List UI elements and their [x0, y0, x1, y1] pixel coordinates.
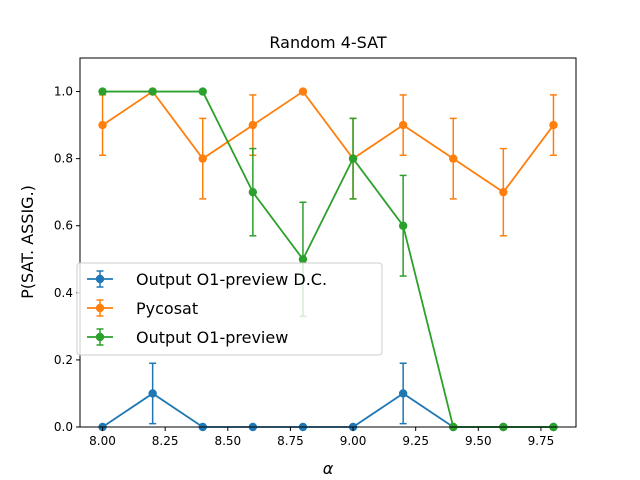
legend-entry-2: Pycosat: [87, 299, 198, 318]
data-point: [398, 221, 408, 230]
data-point: [549, 120, 558, 130]
x-tick-label: 9.00: [340, 434, 367, 448]
x-axis-label: α: [323, 459, 334, 478]
plot-area-frame: [79, 57, 577, 428]
legend-entry-3: Output O1-preview: [87, 328, 288, 347]
data-point: [398, 389, 408, 398]
data-point: [248, 187, 258, 197]
y-tick-label: 0.0: [54, 420, 73, 434]
data-point: [348, 154, 358, 163]
chart-title: Random 4-SAT: [269, 33, 386, 52]
y-tick-label: 1.0: [54, 85, 73, 99]
x-tick-label: 8.00: [89, 434, 116, 448]
x-tick-label: 9.25: [402, 434, 429, 448]
data-point: [198, 87, 207, 96]
legend-label: Output O1-preview D.C.: [136, 270, 327, 289]
data-point: [148, 87, 157, 96]
legend-marker: [95, 303, 105, 313]
x-tick-label: 9.75: [528, 434, 555, 448]
data-point: [298, 87, 308, 96]
data-point: [398, 120, 408, 130]
y-tick-label: 0.8: [54, 152, 73, 166]
x-tick-label: 8.50: [214, 434, 241, 448]
x-tick-label: 8.75: [277, 434, 304, 448]
data-point: [298, 255, 308, 264]
legend-entry-1: Output O1-preview D.C.: [87, 270, 327, 289]
y-axis-ticks: 0.0 0.2 0.4 0.6 0.8 1.0: [54, 85, 80, 434]
data-point: [98, 120, 107, 130]
x-tick-label: 8.25: [152, 434, 179, 448]
legend-label: Pycosat: [136, 299, 198, 318]
legend-box: [76, 262, 383, 356]
legend-marker: [95, 332, 105, 342]
y-tick-label: 0.4: [54, 286, 73, 300]
x-axis-ticks: 8.00 8.25 8.50 8.75 9.00 9.25 9.50 9.75: [89, 427, 554, 448]
data-point: [449, 154, 458, 163]
legend: Output O1-preview D.C. Pycosat Output O1-p…: [76, 262, 383, 356]
data-point: [499, 187, 508, 197]
data-point: [148, 389, 157, 398]
y-tick-label: 0.6: [54, 219, 73, 233]
data-point: [198, 154, 207, 163]
series-line: [102, 90, 555, 194]
legend-label: Output O1-preview: [136, 328, 288, 347]
y-axis-label: P(SAT. ASSIG.): [18, 185, 37, 299]
data-point: [98, 87, 107, 96]
x-tick-label: 9.50: [465, 434, 492, 448]
legend-marker: [95, 274, 105, 284]
data-point: [248, 120, 258, 130]
plot-area-background: [80, 58, 576, 427]
y-tick-label: 0.2: [54, 353, 73, 367]
